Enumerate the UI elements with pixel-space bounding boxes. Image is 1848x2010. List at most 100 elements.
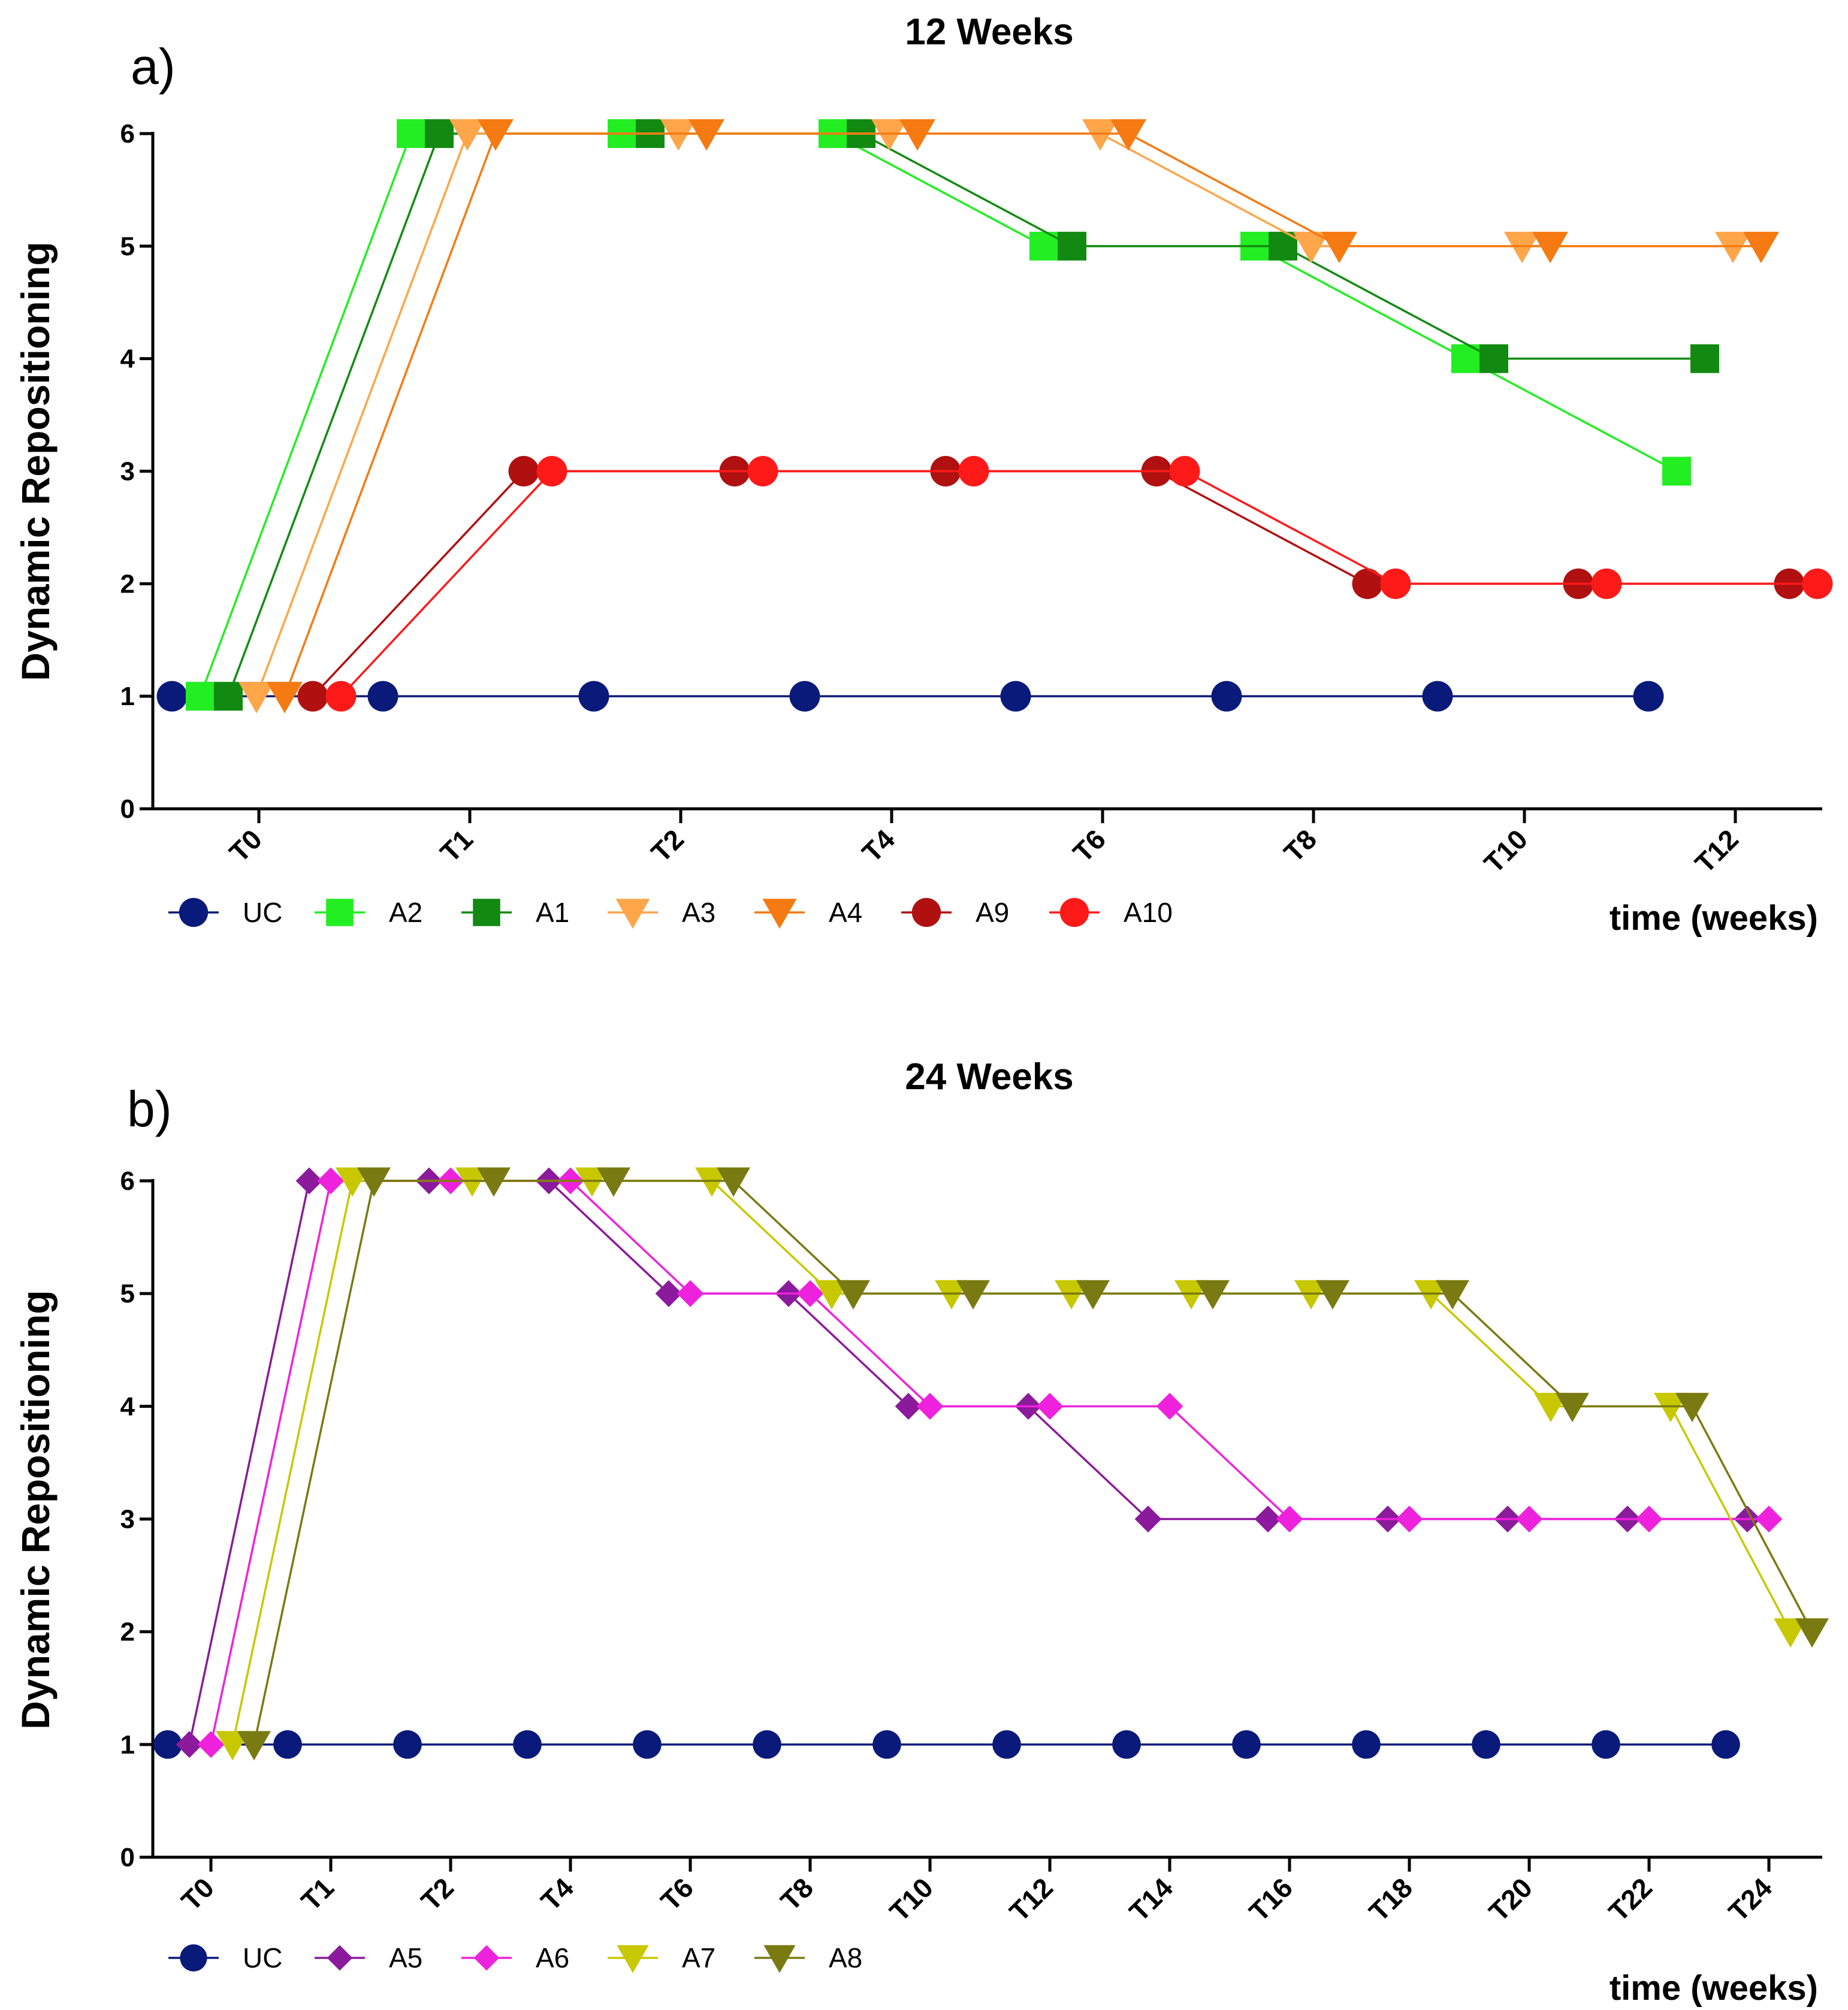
x-tick-label: T1 (434, 823, 479, 868)
data-point-A7 (1174, 1280, 1208, 1310)
panel-12-weeks: 12 Weeks a) Dynamic Repositioning time (… (13, 11, 1833, 938)
legend-label: A6 (536, 1942, 569, 1973)
data-point-A2 (397, 119, 425, 148)
data-point-UC (1000, 681, 1031, 712)
series-A3 (238, 119, 1751, 714)
data-point-A7 (935, 1280, 968, 1310)
data-point-A9 (297, 681, 328, 712)
x-tick-label: T2 (415, 1872, 460, 1917)
x-tick-label: T4 (535, 1872, 579, 1917)
series-A10 (325, 456, 1833, 712)
data-point-UC (1592, 1730, 1620, 1759)
x-axis-label: time (weeks) (1610, 899, 1818, 938)
y-tick-label: 6 (120, 119, 135, 149)
legend-item-A9: A9 (901, 897, 1009, 928)
panel-24-weeks: 24 Weeks b) Dynamic Repositioning time (… (13, 1056, 1829, 2008)
data-point-A3 (1082, 119, 1118, 151)
x-tick-label: T22 (1602, 1872, 1658, 1927)
data-point-UC (1352, 1730, 1381, 1759)
data-point-A7 (1774, 1618, 1807, 1648)
data-point-A8 (837, 1280, 870, 1310)
data-point-A9 (508, 456, 539, 486)
y-tick-label: 6 (120, 1166, 135, 1196)
y-tick-label: 0 (120, 794, 135, 824)
data-point-A10 (1802, 568, 1833, 599)
legend-marker (326, 899, 354, 926)
data-point-A6 (677, 1280, 704, 1307)
x-tick-label: T12 (1003, 1872, 1059, 1927)
x-tick-label: T4 (856, 823, 901, 868)
data-point-A5 (295, 1167, 323, 1195)
y-tick-label: 2 (120, 1618, 135, 1647)
legend-item-A3: A3 (608, 897, 715, 929)
data-point-A3 (449, 119, 485, 151)
data-point-A1 (425, 119, 454, 148)
x-axis-label: time (weeks) (1610, 1969, 1818, 2008)
data-point-A6 (317, 1167, 345, 1195)
data-point-A3 (660, 119, 696, 151)
data-point-A4 (899, 119, 935, 151)
data-point-A5 (1254, 1506, 1282, 1533)
x-tick-label: T1 (295, 1872, 340, 1917)
data-point-A1 (214, 682, 243, 711)
legend-item-UC: UC (168, 897, 282, 928)
data-point-UC (1232, 1730, 1261, 1759)
data-point-A3 (238, 682, 274, 714)
data-point-UC (156, 681, 188, 712)
data-point-A6 (197, 1731, 225, 1758)
x-tick-label: T6 (1067, 823, 1112, 868)
x-tick-label: T24 (1722, 1872, 1778, 1927)
data-point-A9 (1352, 568, 1383, 599)
data-point-UC (273, 1730, 302, 1759)
data-point-A3 (871, 119, 907, 151)
y-tick-label: 5 (120, 232, 135, 261)
chart-title: 12 Weeks (905, 11, 1074, 53)
data-point-A5 (895, 1392, 922, 1420)
data-point-A4 (1110, 119, 1146, 151)
data-point-UC (789, 681, 820, 712)
data-point-UC (1112, 1730, 1141, 1759)
data-point-A8 (477, 1167, 511, 1197)
legend-item-A7: A7 (608, 1942, 715, 1973)
data-point-A8 (1675, 1392, 1709, 1422)
x-tick-label: T2 (645, 823, 690, 868)
data-point-UC (153, 1730, 182, 1759)
legend-marker (617, 1945, 649, 1973)
data-point-A2 (186, 682, 215, 711)
data-point-A8 (1316, 1280, 1349, 1310)
legend-item-UC: UC (168, 1942, 282, 1973)
chart-title: 24 Weeks (905, 1056, 1074, 1098)
data-point-A3 (1504, 231, 1540, 264)
data-point-A6 (1276, 1506, 1303, 1533)
series-UC (156, 681, 1664, 712)
y-tick-label: 2 (120, 569, 135, 599)
legend-label: A7 (682, 1942, 715, 1973)
x-tick-label: T8 (1278, 823, 1322, 868)
y-axis-label: Dynamic Repositioning (13, 1290, 58, 1729)
x-tick-label: T20 (1482, 1872, 1538, 1927)
x-tick-label: T10 (883, 1872, 939, 1927)
data-point-A8 (1076, 1280, 1110, 1310)
data-point-A10 (1591, 568, 1622, 599)
data-point-A8 (357, 1167, 391, 1197)
data-point-UC (367, 681, 398, 712)
data-point-A6 (1396, 1506, 1423, 1533)
y-ticks: 0 1 2 3 4 5 6 (120, 1166, 153, 1872)
data-point-UC (393, 1730, 422, 1759)
data-point-A6 (1635, 1506, 1663, 1533)
series-A8 (237, 1167, 1829, 1761)
legend-label: UC (243, 1942, 282, 1973)
data-point-UC (1472, 1730, 1500, 1759)
legend-marker (180, 1944, 207, 1972)
data-point-UC (1422, 681, 1453, 712)
legend-marker (179, 897, 209, 927)
data-point-UC (1211, 681, 1242, 712)
data-point-A8 (597, 1167, 630, 1197)
legend-label: A3 (682, 897, 715, 928)
series-UC (153, 1730, 1740, 1759)
data-point-A7 (1055, 1280, 1088, 1310)
y-tick-label: 3 (120, 1505, 135, 1534)
data-point-A4 (689, 119, 724, 151)
legend-item-A2: A2 (315, 897, 422, 928)
